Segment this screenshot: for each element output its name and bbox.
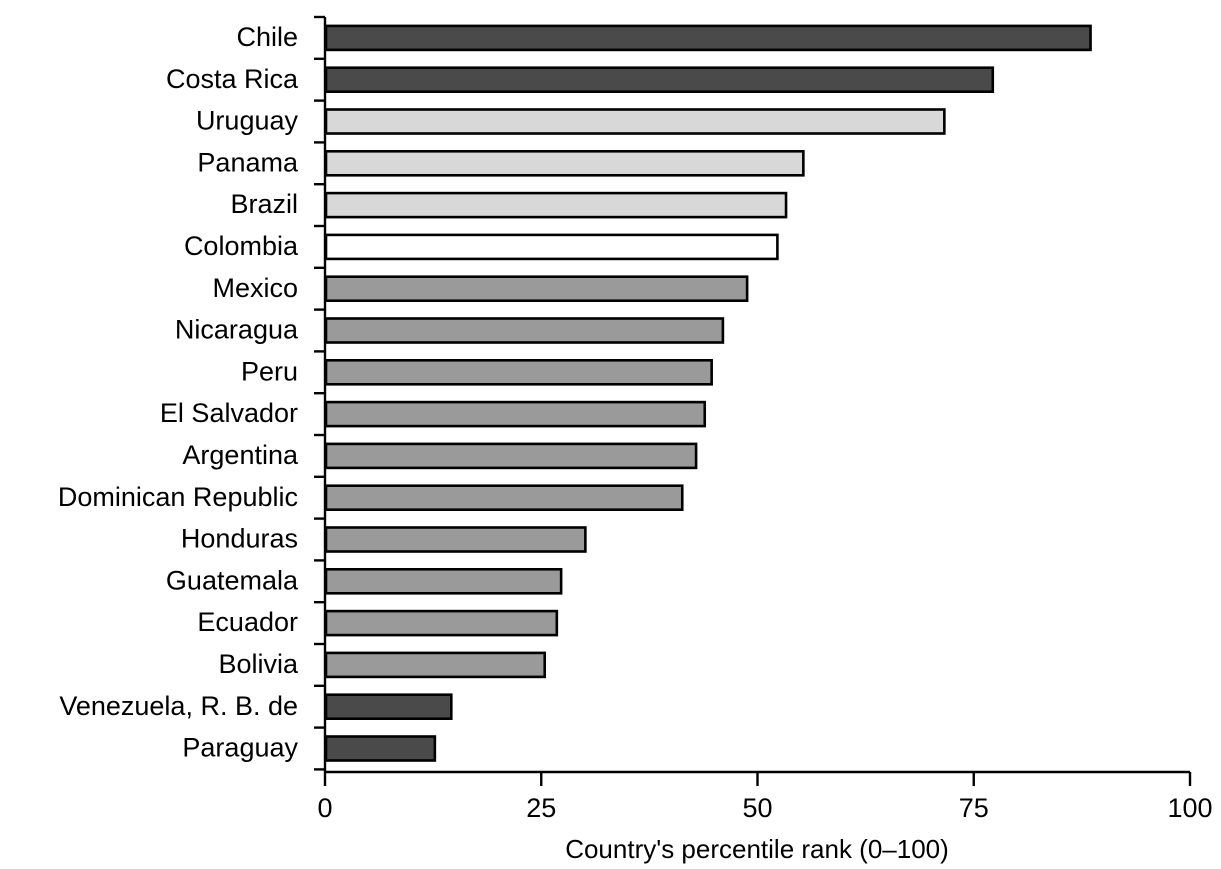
category-label-colombia: Colombia — [184, 231, 299, 261]
bar-guatemala — [324, 567, 563, 595]
category-label-mexico: Mexico — [212, 273, 298, 303]
x-tick-label-75: 75 — [959, 793, 989, 823]
x-tick-labels-group: 0 25 50 75 100 — [317, 793, 1212, 823]
bar-uruguay — [324, 108, 946, 135]
axes-group — [314, 15, 1192, 786]
bar-honduras — [324, 526, 587, 553]
category-label-chile: Chile — [236, 22, 298, 52]
x-tick-label-100: 100 — [1167, 793, 1212, 823]
x-axis-title: Country's percentile rank (0–100) — [565, 834, 949, 864]
bar-el-salvador — [324, 400, 707, 428]
bar-brazil — [324, 191, 788, 219]
x-tick-label-0: 0 — [317, 793, 332, 823]
bar-colombia — [324, 233, 779, 261]
category-label-peru: Peru — [241, 356, 298, 386]
category-label-costa-rica: Costa Rica — [166, 64, 299, 94]
category-label-uruguay: Uruguay — [196, 106, 299, 136]
category-label-honduras: Honduras — [181, 524, 298, 554]
category-label-brazil: Brazil — [230, 189, 298, 219]
category-label-ecuador: Ecuador — [197, 607, 298, 637]
x-tick-label-50: 50 — [742, 793, 772, 823]
category-label-dominican-republic: Dominican Republic — [58, 482, 298, 512]
bar-paraguay — [324, 735, 437, 762]
bars-group — [324, 24, 1092, 762]
category-label-paraguay: Paraguay — [182, 733, 298, 763]
category-label-argentina: Argentina — [182, 440, 299, 470]
category-labels-group: Chile Costa Rica Uruguay Panama Brazil Colomb… — [58, 22, 299, 763]
category-label-panama: Panama — [197, 147, 299, 177]
x-tick-label-25: 25 — [526, 793, 556, 823]
bar-bolivia — [324, 651, 547, 679]
category-label-nicaragua: Nicaragua — [175, 315, 299, 345]
bar-nicaragua — [324, 317, 725, 344]
category-label-guatemala: Guatemala — [166, 565, 299, 595]
category-label-bolivia: Bolivia — [218, 649, 299, 679]
bar-peru — [324, 358, 713, 386]
category-label-el-salvador: El Salvador — [160, 398, 298, 428]
category-label-venezuela-r-b-de: Venezuela, R. B. de — [59, 691, 298, 721]
bar-panama — [324, 150, 805, 177]
bar-argentina — [324, 442, 698, 470]
bar-costa-rica — [324, 66, 995, 93]
bar-ecuador — [324, 609, 559, 637]
bar-mexico — [324, 275, 749, 303]
bar-venezuela-r-b-de — [324, 693, 453, 721]
bar-dominican-republic — [324, 484, 684, 512]
bar-chile — [324, 24, 1092, 52]
